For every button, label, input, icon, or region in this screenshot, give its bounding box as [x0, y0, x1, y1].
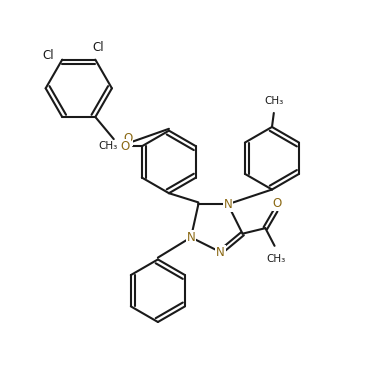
Text: Cl: Cl	[42, 49, 54, 62]
Text: N: N	[216, 245, 225, 259]
Text: Cl: Cl	[92, 41, 104, 54]
Text: O: O	[273, 197, 282, 210]
Text: CH₃: CH₃	[98, 141, 117, 151]
Text: O: O	[123, 132, 132, 145]
Text: O: O	[121, 140, 130, 153]
Text: N: N	[187, 231, 196, 244]
Text: N: N	[223, 198, 232, 211]
Text: CH₃: CH₃	[267, 254, 286, 264]
Text: CH₃: CH₃	[264, 96, 283, 106]
